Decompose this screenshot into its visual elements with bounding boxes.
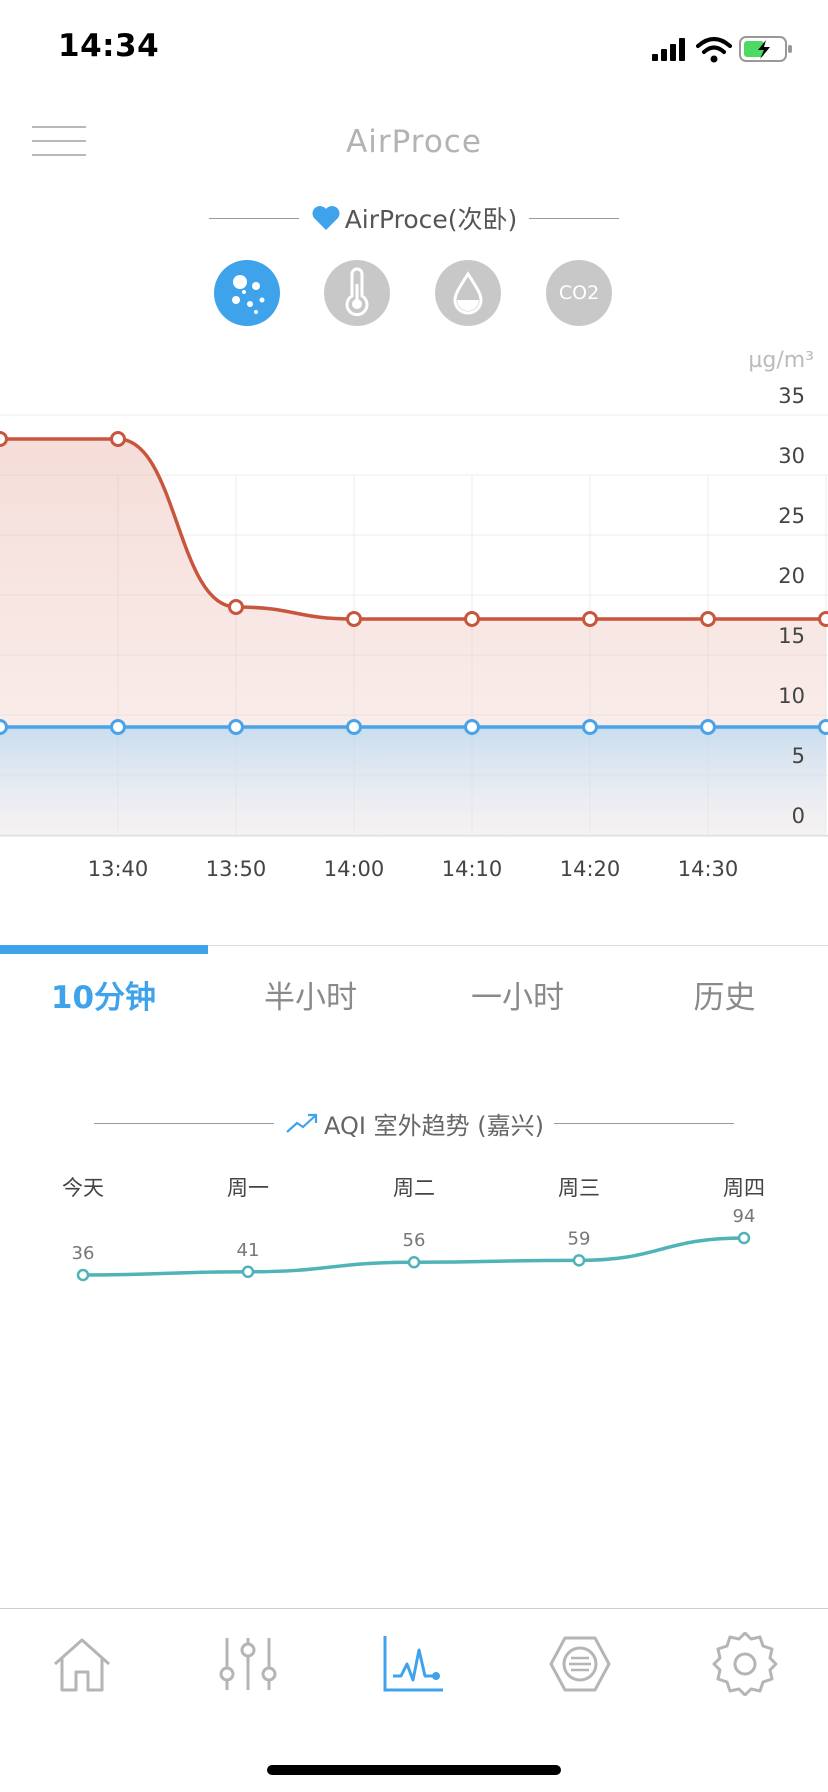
aqi-day-label: 今天 bbox=[62, 1176, 104, 1200]
y-tick-label: 5 bbox=[792, 744, 805, 768]
particles-icon bbox=[232, 275, 265, 314]
tab-half-hour[interactable]: 半小时 bbox=[264, 980, 357, 1016]
wifi-icon bbox=[696, 37, 732, 63]
divider-line bbox=[553, 1122, 734, 1124]
home-icon bbox=[54, 1638, 110, 1692]
divider-line bbox=[208, 217, 299, 219]
menu-button[interactable] bbox=[32, 124, 88, 158]
data-point bbox=[346, 719, 362, 735]
x-tick-label: 14:00 bbox=[324, 857, 385, 881]
nav-filter-button[interactable] bbox=[545, 1632, 615, 1696]
x-tick-label: 14:20 bbox=[560, 857, 621, 881]
data-point bbox=[110, 431, 126, 447]
aqi-point bbox=[407, 1255, 421, 1269]
heart-icon bbox=[312, 206, 340, 230]
y-tick-label: 30 bbox=[778, 444, 805, 468]
metric-co2-button[interactable]: CO2 bbox=[546, 260, 612, 326]
aqi-value-label: 56 bbox=[403, 1230, 426, 1251]
status-time: 14:34 bbox=[58, 28, 160, 64]
data-point bbox=[228, 599, 244, 615]
chart-unit-label: µg/m³ bbox=[748, 348, 814, 373]
metric-pm25-button[interactable] bbox=[214, 260, 280, 326]
thermometer-icon bbox=[345, 267, 369, 317]
y-tick-label: 35 bbox=[778, 384, 805, 408]
data-point bbox=[464, 611, 480, 627]
aqi-point bbox=[241, 1265, 255, 1279]
divider-line bbox=[94, 1122, 275, 1124]
x-tick-label: 14:30 bbox=[678, 857, 739, 881]
data-point bbox=[228, 719, 244, 735]
tab-indicator bbox=[0, 945, 208, 954]
gear-icon bbox=[712, 1632, 778, 1696]
aqi-header: AQI 室外趋势 (嘉兴) bbox=[0, 1105, 828, 1141]
aqi-day-label: 周四 bbox=[723, 1176, 765, 1200]
y-tick-label: 15 bbox=[778, 624, 805, 648]
aqi-chart: 36 41 56 59 94 bbox=[72, 1206, 756, 1282]
aqi-title: AQI 室外趋势 (嘉兴) bbox=[324, 1111, 544, 1140]
data-point bbox=[700, 719, 716, 735]
trend-up-icon bbox=[286, 1113, 318, 1133]
data-point bbox=[700, 611, 716, 627]
data-point bbox=[464, 719, 480, 735]
humidity-drop-icon bbox=[453, 271, 483, 315]
data-point bbox=[0, 431, 8, 447]
data-point bbox=[582, 611, 598, 627]
aqi-point bbox=[737, 1231, 751, 1245]
battery-charging-icon bbox=[739, 36, 792, 62]
nav-settings-button[interactable] bbox=[710, 1632, 780, 1696]
y-tick-label: 20 bbox=[778, 564, 805, 588]
nav-controls-button[interactable] bbox=[213, 1632, 283, 1696]
status-icons bbox=[646, 34, 796, 64]
tab-10min[interactable]: 10分钟 bbox=[50, 980, 157, 1016]
divider-line bbox=[529, 217, 620, 219]
nav-chart-button[interactable] bbox=[379, 1632, 449, 1696]
aqi-day-label: 周三 bbox=[558, 1176, 600, 1200]
metric-humidity-button[interactable] bbox=[435, 260, 501, 326]
filter-icon bbox=[549, 1636, 611, 1692]
x-tick-label: 13:40 bbox=[88, 857, 149, 881]
aqi-point bbox=[76, 1268, 90, 1282]
data-point bbox=[818, 719, 828, 735]
co2-icon: CO2 bbox=[558, 282, 600, 304]
sliders-icon bbox=[219, 1638, 277, 1690]
tab-track bbox=[0, 945, 828, 946]
series-area bbox=[0, 727, 826, 835]
home-indicator bbox=[267, 1765, 561, 1775]
aqi-day-label: 周一 bbox=[227, 1176, 269, 1200]
data-point bbox=[0, 719, 8, 735]
aqi-value-label: 94 bbox=[733, 1206, 756, 1227]
x-tick-label: 13:50 bbox=[206, 857, 267, 881]
y-tick-label: 0 bbox=[792, 804, 805, 828]
data-point bbox=[110, 719, 126, 735]
app-title: AirProce bbox=[346, 124, 482, 160]
aqi-value-label: 41 bbox=[237, 1240, 260, 1261]
data-point bbox=[582, 719, 598, 735]
metric-temperature-button[interactable] bbox=[324, 260, 390, 326]
aqi-point bbox=[572, 1254, 586, 1267]
device-name: AirProce(次卧) bbox=[344, 205, 518, 234]
data-point bbox=[346, 611, 362, 627]
signal-icon bbox=[652, 38, 685, 61]
aqi-value-label: 59 bbox=[568, 1228, 591, 1249]
y-tick-label: 25 bbox=[778, 504, 805, 528]
tab-history[interactable]: 历史 bbox=[693, 980, 756, 1016]
series-line bbox=[0, 437, 826, 621]
device-header: AirProce(次卧) bbox=[0, 200, 828, 236]
nav-home-button[interactable] bbox=[47, 1632, 117, 1696]
tab-one-hour[interactable]: 一小时 bbox=[471, 980, 564, 1016]
x-tick-label: 14:10 bbox=[442, 857, 503, 881]
aqi-day-label: 周二 bbox=[393, 1176, 435, 1200]
y-tick-label: 10 bbox=[778, 684, 805, 708]
aqi-value-label: 36 bbox=[72, 1243, 95, 1264]
chart-icon bbox=[383, 1636, 443, 1692]
bottom-nav-divider bbox=[0, 1608, 828, 1609]
data-point bbox=[818, 611, 828, 627]
main-chart: 0 5 10 15 20 25 30 35 13:40 13:50 14:00 14:10 14:20… bbox=[0, 384, 828, 881]
